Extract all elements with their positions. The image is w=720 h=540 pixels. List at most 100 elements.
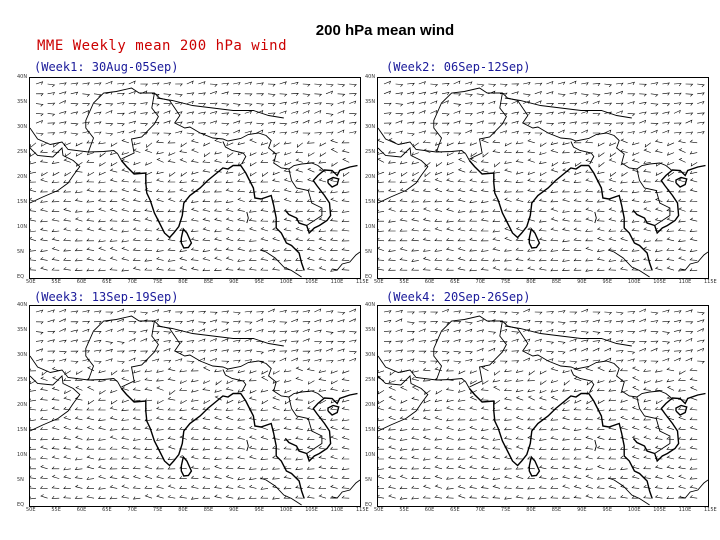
wind-barb — [604, 347, 612, 352]
wind-barb — [225, 407, 234, 411]
wind-barb — [678, 219, 686, 223]
wind-barb — [341, 435, 350, 440]
wind-barb — [399, 161, 408, 165]
wind-barb — [306, 140, 315, 144]
wind-barb — [319, 399, 327, 405]
wind-barb — [314, 329, 322, 333]
wind-barb — [678, 148, 686, 153]
coastline-week2 — [378, 87, 708, 278]
wind-barb — [494, 370, 501, 376]
wind-barb — [499, 311, 508, 315]
wind-barb — [35, 113, 44, 117]
wind-barb — [585, 474, 593, 479]
wind-barb — [248, 477, 257, 481]
wind-barb — [209, 111, 218, 115]
wind-map-week4 — [378, 308, 708, 506]
wind-barb — [151, 331, 160, 335]
wind-barb — [175, 321, 183, 324]
wind-barb — [387, 475, 396, 479]
wind-barb — [128, 120, 137, 125]
wind-barb — [244, 81, 253, 85]
wind-barb — [318, 407, 327, 411]
wind-barb — [557, 341, 566, 345]
wind-barb — [51, 466, 60, 470]
wind-barb — [534, 311, 543, 315]
wind-barb — [283, 227, 292, 232]
wind-barb — [256, 110, 264, 114]
wind-barb — [608, 207, 617, 212]
wind-barb — [515, 396, 524, 401]
wind-barb — [51, 495, 60, 499]
wind-barb — [117, 341, 125, 345]
wind-barb — [503, 189, 512, 193]
wind-barb — [163, 132, 172, 136]
wind-barb — [445, 247, 454, 251]
wind-barb — [620, 138, 628, 144]
wind-barb — [128, 331, 137, 335]
wind-barb — [515, 425, 524, 430]
wind-barb — [592, 347, 600, 352]
wind-barb — [63, 475, 71, 479]
wind-barb — [418, 121, 427, 125]
wind-barb — [422, 367, 431, 372]
wind-barb — [213, 189, 222, 193]
wind-barb — [527, 227, 535, 232]
wind-barb — [604, 102, 613, 106]
wind-barb — [155, 139, 164, 144]
wind-barb — [608, 388, 617, 392]
wind-barb — [267, 330, 276, 334]
wind-barb — [51, 366, 60, 372]
wind-barb — [654, 494, 663, 499]
wind-barb — [74, 466, 83, 470]
wind-barb — [63, 248, 71, 252]
wind-barb — [30, 248, 37, 252]
wind-barb — [325, 340, 334, 344]
wind-barb — [430, 360, 439, 364]
wind-barb — [82, 340, 91, 344]
wind-barb — [586, 390, 593, 396]
wind-barb — [504, 378, 512, 382]
wind-barb — [175, 330, 183, 334]
wind-barb — [337, 120, 345, 124]
wind-barb — [511, 338, 519, 343]
wind-barb — [63, 415, 71, 421]
wind-barb — [225, 415, 234, 421]
wind-barb — [82, 309, 90, 314]
wind-barb — [167, 475, 176, 479]
wind-barb — [314, 102, 322, 106]
wind-barb — [341, 198, 350, 202]
wind-barb — [51, 437, 60, 441]
wind-barb — [190, 207, 199, 212]
wind-barb — [399, 466, 408, 470]
wind-barb — [237, 258, 245, 262]
wind-barb — [677, 198, 686, 202]
wind-barb — [677, 169, 686, 173]
wind-barb — [608, 247, 617, 251]
wind-barb — [407, 101, 415, 105]
wind-vectors-week4 — [378, 308, 705, 500]
wind-barb — [503, 427, 512, 431]
lat-tick-label: 20N — [365, 402, 376, 408]
wind-barb — [650, 93, 659, 97]
wind-barb — [349, 83, 357, 87]
wind-barb — [689, 178, 698, 183]
coastline-segment — [288, 396, 323, 454]
wind-barb — [515, 378, 524, 382]
wind-barb — [534, 100, 542, 104]
wind-barb — [383, 80, 392, 85]
wind-barb — [295, 227, 303, 232]
wind-barb — [179, 426, 187, 430]
lat-tick-label: 20N — [365, 174, 376, 180]
wind-barb — [291, 120, 299, 125]
wind-barb — [609, 142, 617, 147]
wind-barb — [597, 142, 605, 147]
wind-barb — [155, 427, 164, 431]
wind-barb — [493, 399, 501, 405]
wind-barb — [597, 170, 605, 175]
wind-barb — [608, 408, 617, 412]
wind-barb — [155, 456, 164, 460]
wind-barb — [248, 238, 257, 242]
wind-barb — [434, 171, 443, 176]
map-panel-week1 — [29, 77, 361, 279]
wind-barb — [121, 268, 129, 272]
